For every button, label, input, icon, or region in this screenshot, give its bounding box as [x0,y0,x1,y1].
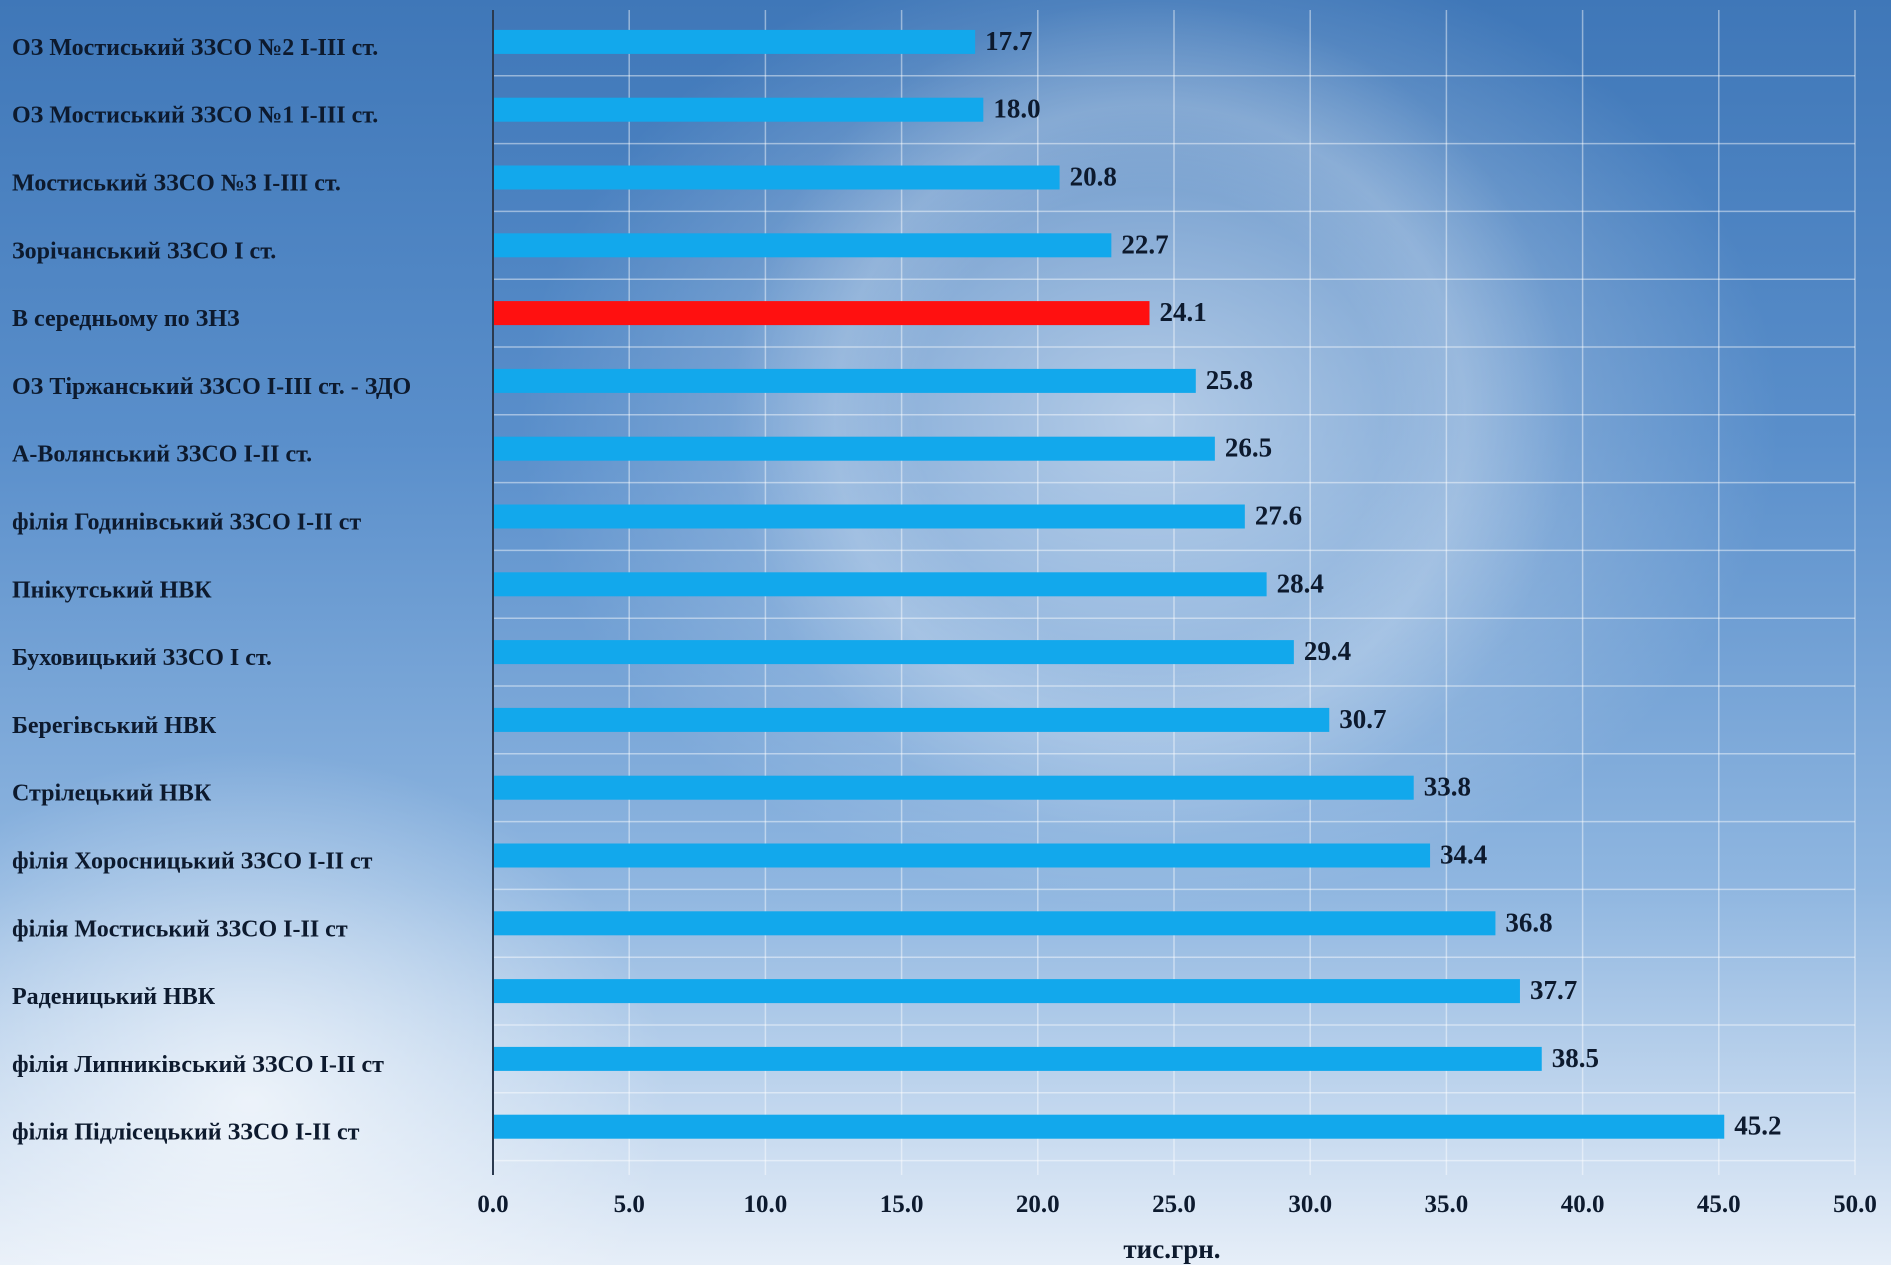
bars [493,29,1725,1139]
bar [493,165,1060,190]
bar [493,1046,1542,1071]
bar [493,368,1196,393]
x-tick-label: 5.0 [614,1191,645,1218]
value-label: 38.5 [1552,1043,1599,1073]
value-label: 25.8 [1206,365,1253,395]
value-label: 30.7 [1339,704,1386,734]
bar [493,775,1414,800]
bar [493,707,1330,732]
x-tick-label: 25.0 [1152,1191,1196,1218]
bar [493,1114,1725,1139]
bar [493,843,1431,868]
x-tick-label: 50.0 [1833,1191,1877,1218]
category-label: В середньому по ЗНЗ [12,306,240,332]
bar [493,572,1267,597]
value-label: 45.2 [1734,1111,1781,1141]
category-label: філія Липниківський ЗЗСО І-ІІ ст [12,1052,384,1078]
value-label: 18.0 [993,94,1040,124]
x-axis-title: тис.грн. [1123,1234,1220,1264]
x-tick-label: 30.0 [1288,1191,1332,1218]
category-label: філія Хоросницький ЗЗСО І-ІІ ст [12,849,373,875]
value-label: 33.8 [1424,772,1471,802]
bar [493,436,1215,461]
x-tick-label: 45.0 [1697,1191,1741,1218]
value-label: 27.6 [1255,501,1302,531]
category-label: Стрілецький НВК [12,781,212,807]
category-label: Раденицький НВК [12,984,216,1010]
value-label: 22.7 [1121,229,1168,259]
category-label: філія Годинівський ЗЗСО І-ІІ ст [12,510,361,536]
category-label: Пнікутський НВК [12,577,212,603]
value-label: 20.8 [1070,162,1117,192]
value-label: 34.4 [1440,840,1487,870]
bar [493,640,1294,665]
category-label: Буховицький ЗЗСО І ст. [12,645,272,671]
category-label: Берегівський НВК [12,713,217,739]
x-tick-label: 15.0 [880,1191,924,1218]
value-labels: 17.7 18.0 20.8 22.7 24.1 25.8 26.5 27.6 28.4 29.4… [985,26,1781,1141]
bar [493,29,976,54]
x-tick-label: 0.0 [477,1191,508,1218]
background-swirl [730,0,1570,840]
category-label: А-Волянський ЗЗСО І-ІІ ст. [12,442,312,468]
x-tick-label: 40.0 [1561,1191,1605,1218]
value-label: 26.5 [1225,433,1272,463]
value-label: 37.7 [1530,975,1577,1005]
x-tick-label: 35.0 [1425,1191,1469,1218]
category-label: Зорічанський ЗЗСО І ст. [12,238,276,264]
category-label: ОЗ Мостиський ЗЗСО №2 І-ІІІ ст. [12,35,378,61]
x-tick-label: 10.0 [744,1191,788,1218]
x-tick-labels: 0.0 5.0 10.0 15.0 20.0 25.0 30.0 35.0 40.0 45.0 50… [477,1191,1877,1218]
value-label: 28.4 [1277,568,1324,598]
category-labels: ОЗ Мостиський ЗЗСО №2 І-ІІІ ст. ОЗ Мостис… [12,35,411,1146]
bar [493,504,1245,529]
bar [493,97,984,122]
value-label: 36.8 [1505,907,1552,937]
category-label: філія Мостиський ЗЗСО І-ІІ ст [12,916,348,942]
bar [493,301,1150,326]
bar [493,233,1112,258]
category-label: ОЗ Тіржанський ЗЗСО І-ІІІ ст. - ЗДО [12,374,411,400]
x-tick-label: 20.0 [1016,1191,1060,1218]
category-label: Мостиський ЗЗСО №3 І-ІІІ ст. [12,171,341,197]
bar [493,911,1496,936]
value-label: 29.4 [1304,636,1351,666]
value-label: 17.7 [985,26,1032,56]
category-label: ОЗ Мостиський ЗЗСО №1 І-ІІІ ст. [12,103,378,129]
value-label: 24.1 [1159,297,1206,327]
bar [493,979,1520,1004]
category-label: філія Підлісецький ЗЗСО І-ІІ ст [12,1120,360,1146]
